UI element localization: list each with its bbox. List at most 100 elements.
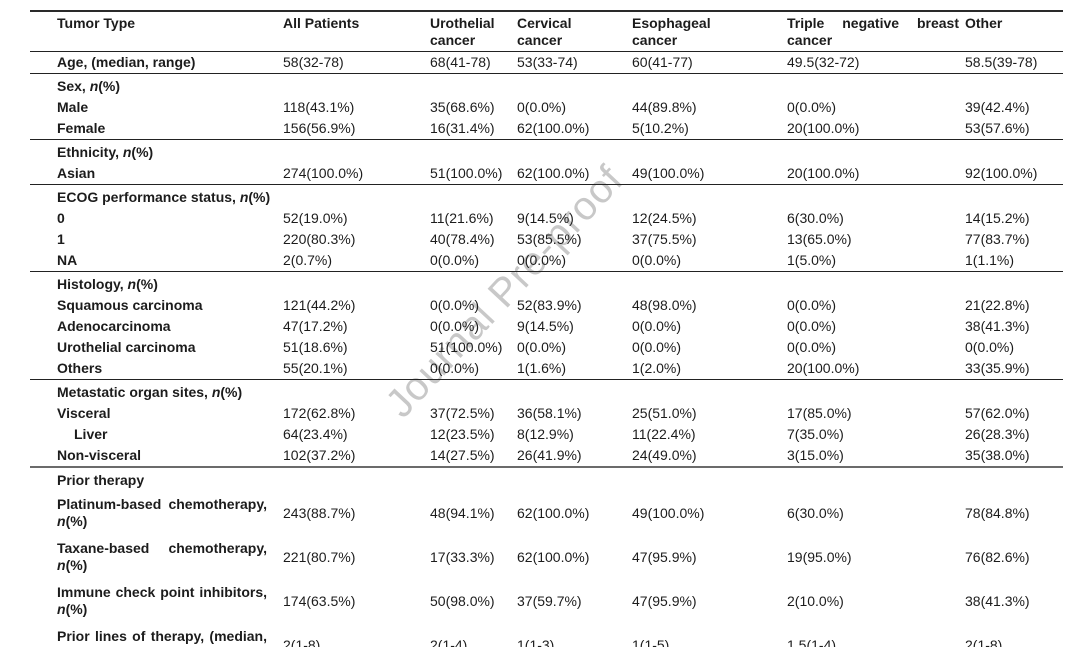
cell-value: 102(37.2%) [283,445,430,468]
table-row: Male 118(43.1%) 35(68.6%) 0(0.0%) 44(89.8%) 0… [30,97,1063,118]
table-row: Age, (median, range) 58(32-78) 68(41-78) 53… [30,51,1063,74]
group-row: Metastatic organ sites, n(%) [30,380,1063,404]
cell-value: 0(0.0%) [632,339,682,355]
cell-value: 0(0.0%) [787,99,837,115]
cell-value: 1(1.1%) [965,250,1063,272]
cell-value: 57(62.0%) [965,405,1030,421]
cell-value: 274(100.0%) [283,163,430,185]
table-row: Platinum-based chemotherapy, n(%) 243(88.… [30,491,1063,535]
cell-value: 0(0.0%) [632,250,787,272]
row-label: Non-visceral [30,445,283,468]
cell-value: 0(0.0%) [517,99,567,115]
cell-value: 25(51.0%) [632,405,697,421]
cell-value: 0(0.0%) [517,339,567,355]
cell-value: 47(95.9%) [632,592,697,609]
group-row: Ethnicity, n(%) [30,140,1063,164]
row-label: 0 [57,210,65,226]
row-label: Ethnicity, n(%) [57,144,154,160]
cell-value: 52(83.9%) [517,297,582,313]
cell-value: 0(0.0%) [632,318,682,334]
cell-value: 38(41.3%) [965,592,1030,609]
cell-value: 37(72.5%) [430,405,495,421]
cell-value: 9(14.5%) [517,210,574,226]
cell-value: 14(27.5%) [430,445,517,468]
cell-value: 48(98.0%) [632,297,697,313]
cell-value: 1(1.6%) [517,358,632,380]
row-label: ECOG performance status, n(%) [57,189,271,205]
cell-value: 3(15.0%) [787,445,965,468]
cell-value: 21(22.8%) [965,297,1030,313]
table-row: Immune check point inhibitors, n(%) 174(6… [30,579,1063,623]
row-label: Squamous carcinoma [57,297,203,313]
cell-value: 17(33.3%) [430,548,495,565]
cell-value: 26(28.3%) [965,426,1030,442]
cell-value: 36(58.1%) [517,405,582,421]
cell-value: 1(5.0%) [787,250,965,272]
cell-value: 16(31.4%) [430,118,517,140]
table-row: Adenocarcinoma 47(17.2%) 0(0.0%) 9(14.5%) 0(… [30,316,1063,337]
cell-value: 2(10.0%) [787,592,844,609]
row-label: Prior therapy [57,472,145,488]
row-label: Sex, n(%) [57,78,121,94]
table-row: Squamous carcinoma 121(44.2%) 0(0.0%) 52(83… [30,295,1063,316]
cell-value: 62(100.0%) [517,548,590,565]
cell-value: 12(23.5%) [430,426,495,442]
cell-value: 2(1-8) [965,636,1003,647]
column-header-all-patients: All Patients [283,11,430,52]
cell-value: 44(89.8%) [632,99,697,115]
row-label: Others [30,358,283,380]
cell-value: 0(0.0%) [430,297,480,313]
cell-value: 78(84.8%) [965,504,1030,521]
group-row: Prior therapy [30,467,1063,491]
cell-value: 0(0.0%) [787,297,837,313]
column-header-esophageal-cancer: Esophageal cancer [632,11,787,52]
header-row: Tumor Type All Patients Urothelial cance… [30,11,1063,52]
cell-value: 20(100.0%) [787,358,965,380]
cell-value: 49(100.0%) [632,504,705,521]
cell-value: 24(49.0%) [632,445,787,468]
cell-value: 14(15.2%) [965,210,1030,226]
cell-value: 51(100.0%) [430,339,503,355]
cell-value: 17(85.0%) [787,405,852,421]
cell-value: 51(100.0%) [430,163,517,185]
cell-value: 2(1-4) [430,636,468,647]
cell-value: 0(0.0%) [430,318,480,334]
cell-value: 52(19.0%) [283,210,348,226]
cell-value: 39(42.4%) [965,99,1030,115]
column-header-triple-negative-breast-cancer: Triple negative breast cancer [787,11,965,52]
cell-value: 0(0.0%) [430,250,517,272]
cell-value: 58.5(39-78) [965,51,1063,74]
cell-value: 33(35.9%) [965,358,1063,380]
table-row: Prior lines of therapy, (median, range) 2… [30,623,1063,647]
cell-value: 38(41.3%) [965,318,1030,334]
cell-value: 5(10.2%) [632,118,787,140]
cell-value: 49.5(32-72) [787,51,965,74]
cell-value: 0(0.0%) [787,318,837,334]
cell-value: 7(35.0%) [787,426,844,442]
cell-value: 0(0.0%) [517,250,632,272]
table-header: Tumor Type All Patients Urothelial cance… [30,11,1063,52]
cell-value: 35(68.6%) [430,99,495,115]
cell-value: 68(41-78) [430,51,517,74]
table-row: 0 52(19.0%) 11(21.6%) 9(14.5%) 12(24.5%) 6(30… [30,208,1063,229]
row-label: Visceral [57,405,111,421]
group-row: ECOG performance status, n(%) [30,185,1063,209]
cell-value: 156(56.9%) [283,118,430,140]
table-row: Asian 274(100.0%) 51(100.0%) 62(100.0%) 49(1… [30,163,1063,185]
row-label: Adenocarcinoma [57,318,171,334]
row-label: Immune check point inhibitors, n(%) [57,584,267,617]
cell-value: 35(38.0%) [965,445,1063,468]
cell-value: 13(65.0%) [787,231,852,247]
row-label: Urothelial carcinoma [57,339,196,355]
column-header-tumor-type: Tumor Type [30,11,283,52]
cell-value: 121(44.2%) [283,297,356,313]
cell-value: 55(20.1%) [283,358,430,380]
cell-value: 37(75.5%) [632,231,697,247]
cell-value: 92(100.0%) [965,163,1063,185]
cell-value: 220(80.3%) [283,231,356,247]
cell-value: 19(95.0%) [787,548,852,565]
group-row: Sex, n(%) [30,74,1063,98]
table-row: Urothelial carcinoma 51(18.6%) 51(100.0%) 0… [30,337,1063,358]
cell-value: 1(1-5) [632,636,670,647]
